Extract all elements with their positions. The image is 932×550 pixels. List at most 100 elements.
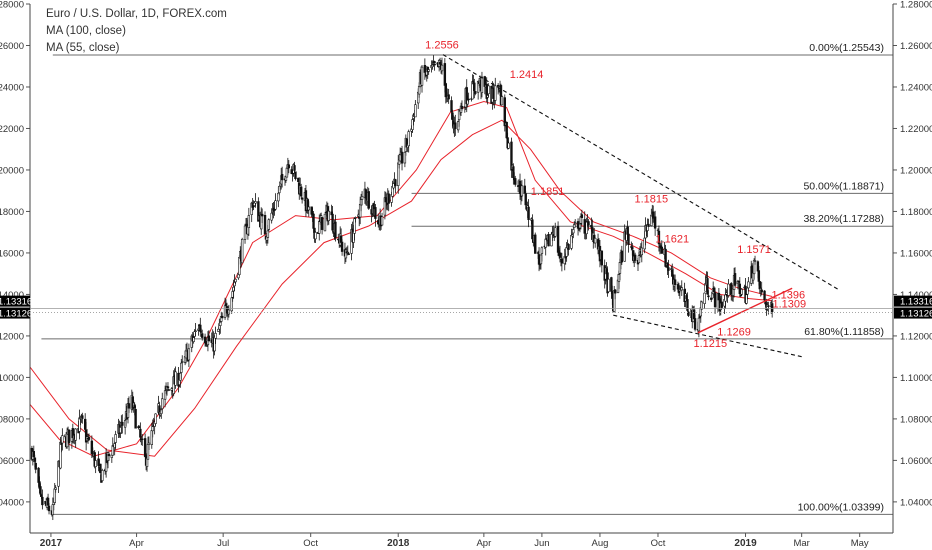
candle-body (387, 193, 390, 204)
candle-body (740, 288, 743, 295)
y-tick-label-right: 1.12000 (900, 331, 932, 342)
legend-ma-55: MA (55, close) (46, 42, 120, 54)
trendline (697, 287, 793, 334)
candle-body (653, 216, 657, 229)
candle-body (627, 233, 630, 245)
candle-body (480, 76, 484, 93)
candle-body (277, 192, 280, 202)
candle-body (340, 241, 344, 252)
y-tick-label-right: 1.08000 (900, 414, 932, 425)
candle-body (294, 171, 297, 180)
candle-body (398, 154, 402, 162)
candle-body (523, 185, 526, 194)
candle-body (314, 232, 317, 240)
price-marker-right-label: 1.13316 (900, 297, 932, 308)
candle-body (434, 62, 437, 65)
candle-body (32, 451, 36, 458)
candle-body (770, 303, 774, 312)
candle-body (257, 201, 260, 222)
chart-legend: Euro / U.S. Dollar, 1D, FOREX.com MA (10… (46, 6, 227, 57)
price-annotation: 1.1851 (531, 186, 565, 198)
candle-body (207, 335, 211, 342)
candle-body (554, 227, 557, 237)
candle-body (107, 453, 111, 457)
candle-body (660, 246, 663, 254)
candle-body (572, 229, 575, 234)
candle-body (354, 217, 357, 219)
candle-body (219, 321, 222, 326)
candle-body (443, 63, 447, 86)
candle-body (706, 278, 709, 295)
candle-body (500, 96, 504, 106)
price-marker-left-label: 1.13316 (0, 297, 32, 308)
candle-body (580, 214, 584, 218)
candle-body (667, 267, 670, 271)
fib-level-label: 0.00%(1.25543) (809, 42, 884, 54)
candle-body (331, 213, 334, 231)
fib-level-label: 100.00%(1.03399) (798, 501, 884, 513)
price-marker-left (0, 307, 30, 319)
candle-body (57, 460, 60, 487)
candle-body (534, 234, 537, 254)
candle-body (247, 215, 251, 228)
candle-body (34, 462, 37, 470)
y-tick-label-right: 1.28000 (900, 0, 932, 11)
candle-body (134, 408, 137, 429)
candle-body (254, 201, 257, 204)
legend-ma-100: MA (100, close) (46, 25, 126, 37)
candle-body (474, 91, 477, 94)
candle-body (631, 246, 634, 250)
y-tick-label-right: 1.10000 (900, 373, 932, 384)
y-tick-label-right: 1.18000 (900, 207, 932, 218)
y-tick-label-right: 1.20000 (900, 165, 932, 176)
y-tick-label-right: 1.14000 (900, 290, 932, 301)
x-tick-label: Mar (793, 538, 809, 549)
candle-body (607, 278, 610, 292)
candle-body (703, 292, 706, 304)
candle-body (476, 81, 480, 93)
candle-body (181, 361, 184, 363)
candle-body (367, 191, 370, 209)
candle-body (400, 151, 404, 164)
candle-body (320, 217, 324, 230)
candle-body (447, 94, 450, 100)
candle-body (214, 333, 217, 339)
candle-body (467, 98, 470, 101)
candle-body (263, 214, 267, 235)
candle-body (600, 250, 604, 266)
candle-body (503, 97, 506, 127)
candle-body (647, 223, 650, 227)
chart-title: Euro / U.S. Dollar, 1D, FOREX.com (46, 8, 227, 20)
candle-body (733, 273, 737, 286)
price-marker-left-label: 1.13126 (0, 309, 32, 320)
candle-body (747, 281, 750, 289)
candle-body (147, 442, 151, 445)
candle-body (637, 255, 641, 264)
candle-body (394, 179, 397, 187)
price-marker-left (0, 295, 30, 307)
candle-body (613, 289, 617, 294)
price-annotation: 1.1396 (772, 289, 806, 301)
candle-body (450, 100, 453, 113)
y-tick-label-left: 1.12000 (0, 331, 24, 342)
candle-body (166, 386, 170, 389)
trendlines (442, 54, 840, 358)
candle-body (280, 174, 284, 181)
candle-body (347, 253, 350, 255)
y-tick-label-right: 1.22000 (900, 124, 932, 135)
candle-body (707, 295, 710, 298)
candle-body (243, 225, 247, 240)
candle-body (260, 213, 264, 217)
x-tick-label: 2019 (734, 538, 757, 549)
candle-body (192, 337, 195, 342)
candle-body (520, 185, 524, 197)
y-tick-label-right: 1.04000 (900, 497, 932, 508)
candle-body (757, 270, 761, 282)
candle-body (620, 250, 624, 263)
candle-body (199, 324, 202, 332)
price-annotation: 1.1621 (655, 234, 689, 246)
candle-body (724, 294, 727, 302)
candle-body (531, 219, 534, 240)
candle-body (664, 248, 667, 267)
